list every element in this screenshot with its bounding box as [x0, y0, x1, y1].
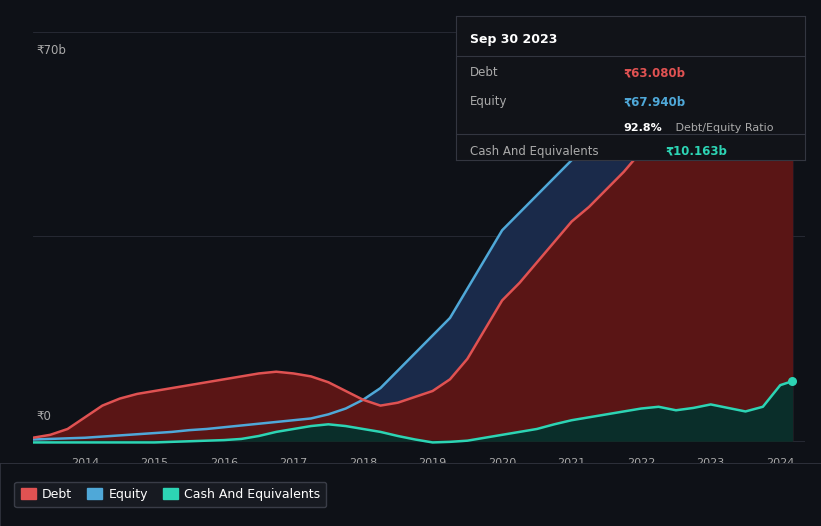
Text: ₹0: ₹0	[37, 410, 52, 423]
Text: Cash And Equivalents: Cash And Equivalents	[470, 145, 599, 157]
Text: ₹67.940b: ₹67.940b	[623, 95, 686, 108]
Point	[786, 68, 799, 76]
Text: Debt/Equity Ratio: Debt/Equity Ratio	[672, 123, 773, 133]
Legend: Debt, Equity, Cash And Equivalents: Debt, Equity, Cash And Equivalents	[15, 482, 327, 507]
Text: ₹63.080b: ₹63.080b	[623, 66, 686, 79]
Text: Sep 30 2023: Sep 30 2023	[470, 33, 557, 46]
Text: ₹10.163b: ₹10.163b	[665, 145, 727, 157]
Text: ₹70b: ₹70b	[37, 44, 67, 57]
Point	[786, 377, 799, 386]
Point	[786, 39, 799, 48]
Text: Equity: Equity	[470, 95, 507, 108]
Text: Debt: Debt	[470, 66, 498, 79]
Text: 92.8%: 92.8%	[623, 123, 662, 133]
